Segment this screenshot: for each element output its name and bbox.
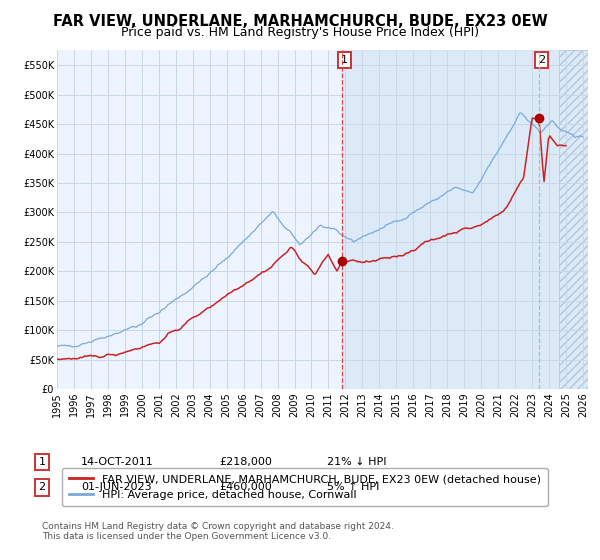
Text: Contains HM Land Registry data © Crown copyright and database right 2024.
This d: Contains HM Land Registry data © Crown c… <box>42 522 394 542</box>
Text: 2: 2 <box>38 482 46 492</box>
Text: FAR VIEW, UNDERLANE, MARHAMCHURCH, BUDE, EX23 0EW: FAR VIEW, UNDERLANE, MARHAMCHURCH, BUDE,… <box>53 14 547 29</box>
Legend: FAR VIEW, UNDERLANE, MARHAMCHURCH, BUDE, EX23 0EW (detached house), HPI: Average: FAR VIEW, UNDERLANE, MARHAMCHURCH, BUDE,… <box>62 468 548 506</box>
Bar <box>342 50 588 389</box>
Text: 1: 1 <box>38 457 46 467</box>
Text: 14-OCT-2011: 14-OCT-2011 <box>81 457 154 467</box>
Text: 5% ↑ HPI: 5% ↑ HPI <box>327 482 379 492</box>
Text: 2: 2 <box>538 55 545 65</box>
Text: 1: 1 <box>341 55 348 65</box>
Text: £460,000: £460,000 <box>219 482 272 492</box>
Text: 21% ↓ HPI: 21% ↓ HPI <box>327 457 386 467</box>
Bar <box>559 50 588 389</box>
Text: £218,000: £218,000 <box>219 457 272 467</box>
Text: Price paid vs. HM Land Registry's House Price Index (HPI): Price paid vs. HM Land Registry's House … <box>121 26 479 39</box>
Text: 01-JUN-2023: 01-JUN-2023 <box>81 482 152 492</box>
